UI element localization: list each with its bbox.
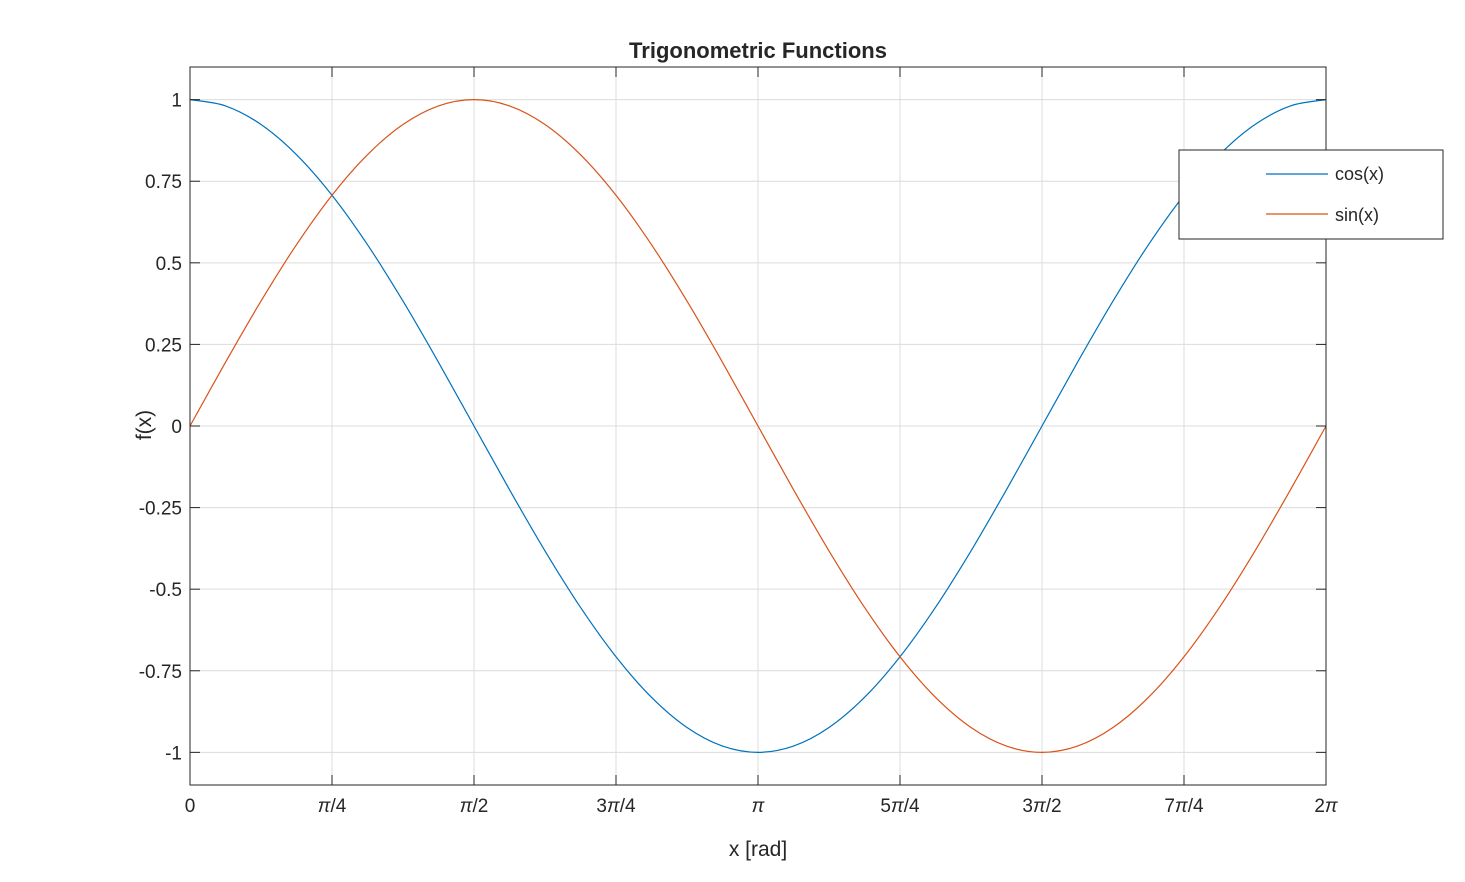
y-axis-label: f(x) <box>133 410 156 440</box>
y-tick-label: 0.75 <box>145 172 182 193</box>
axis-ticks <box>189 67 1327 785</box>
x-tick-label: π/2 <box>460 796 489 817</box>
x-tick-label: 5π/4 <box>880 796 920 817</box>
x-tick-label: π/4 <box>318 796 347 817</box>
x-tick-label: 7π/4 <box>1164 796 1204 817</box>
x-tick-label: 2π <box>1314 796 1339 817</box>
y-tick-label: -0.5 <box>149 580 182 601</box>
y-tick-label: 1 <box>171 91 182 112</box>
x-tick-label: 3π/2 <box>1022 796 1061 817</box>
series-line-cosx <box>189 99 1327 753</box>
y-tick-label: 0.5 <box>156 254 182 275</box>
chart-title: Trigonometric Functions <box>629 38 887 63</box>
legend-label-cos: cos(x) <box>1335 164 1384 184</box>
x-tick-label: 0 <box>185 796 196 817</box>
y-tick-label: -0.25 <box>139 499 182 520</box>
series-line-sinx <box>189 99 1327 753</box>
plot-series <box>189 99 1327 753</box>
legend-box <box>1178 149 1444 240</box>
legend-label-sin: sin(x) <box>1335 205 1379 225</box>
y-tick-label: 0 <box>171 417 182 438</box>
x-tick-labels: 0 π/4 π/2 3π/4 π 5π/4 3π/2 7π/4 2π <box>185 796 1339 817</box>
y-tick-label: -1 <box>165 743 182 764</box>
x-tick-label: π <box>752 796 766 817</box>
legend: cos(x) sin(x) <box>1178 149 1444 240</box>
y-tick-labels: 1 0.75 0.5 0.25 0 -0.25 -0.5 -0.75 -1 <box>139 91 182 765</box>
x-axis-label: x [rad] <box>729 838 787 861</box>
x-tick-label: 3π/4 <box>596 796 636 817</box>
y-tick-label: -0.75 <box>139 662 182 683</box>
y-tick-label: 0.25 <box>145 335 182 356</box>
